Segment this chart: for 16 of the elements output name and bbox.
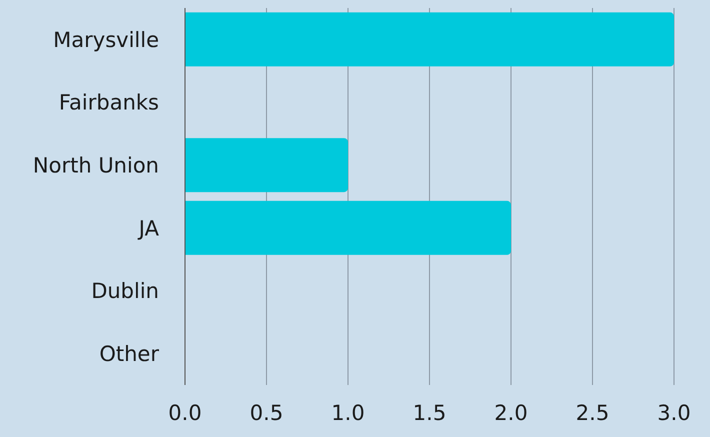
y-tick-label: Dublin [91,279,159,304]
x-tick-label: 3.0 [657,400,691,425]
x-tick-label: 0.0 [168,400,202,425]
x-tick-label: 2.5 [576,400,610,425]
x-tick-label: 1.0 [331,400,365,425]
y-tick-label: Marysville [53,28,159,52]
bar [185,12,674,66]
y-tick-label: JA [136,216,160,240]
x-tick-label: 1.5 [412,400,446,425]
bar [185,138,348,192]
y-tick-label: Other [99,342,160,366]
x-tick-label: 2.0 [494,400,528,425]
bar [185,200,511,255]
y-tick-label: North Union [32,154,159,178]
y-tick-label: Fairbanks [58,90,159,115]
x-tick-label: 0.5 [250,400,284,425]
